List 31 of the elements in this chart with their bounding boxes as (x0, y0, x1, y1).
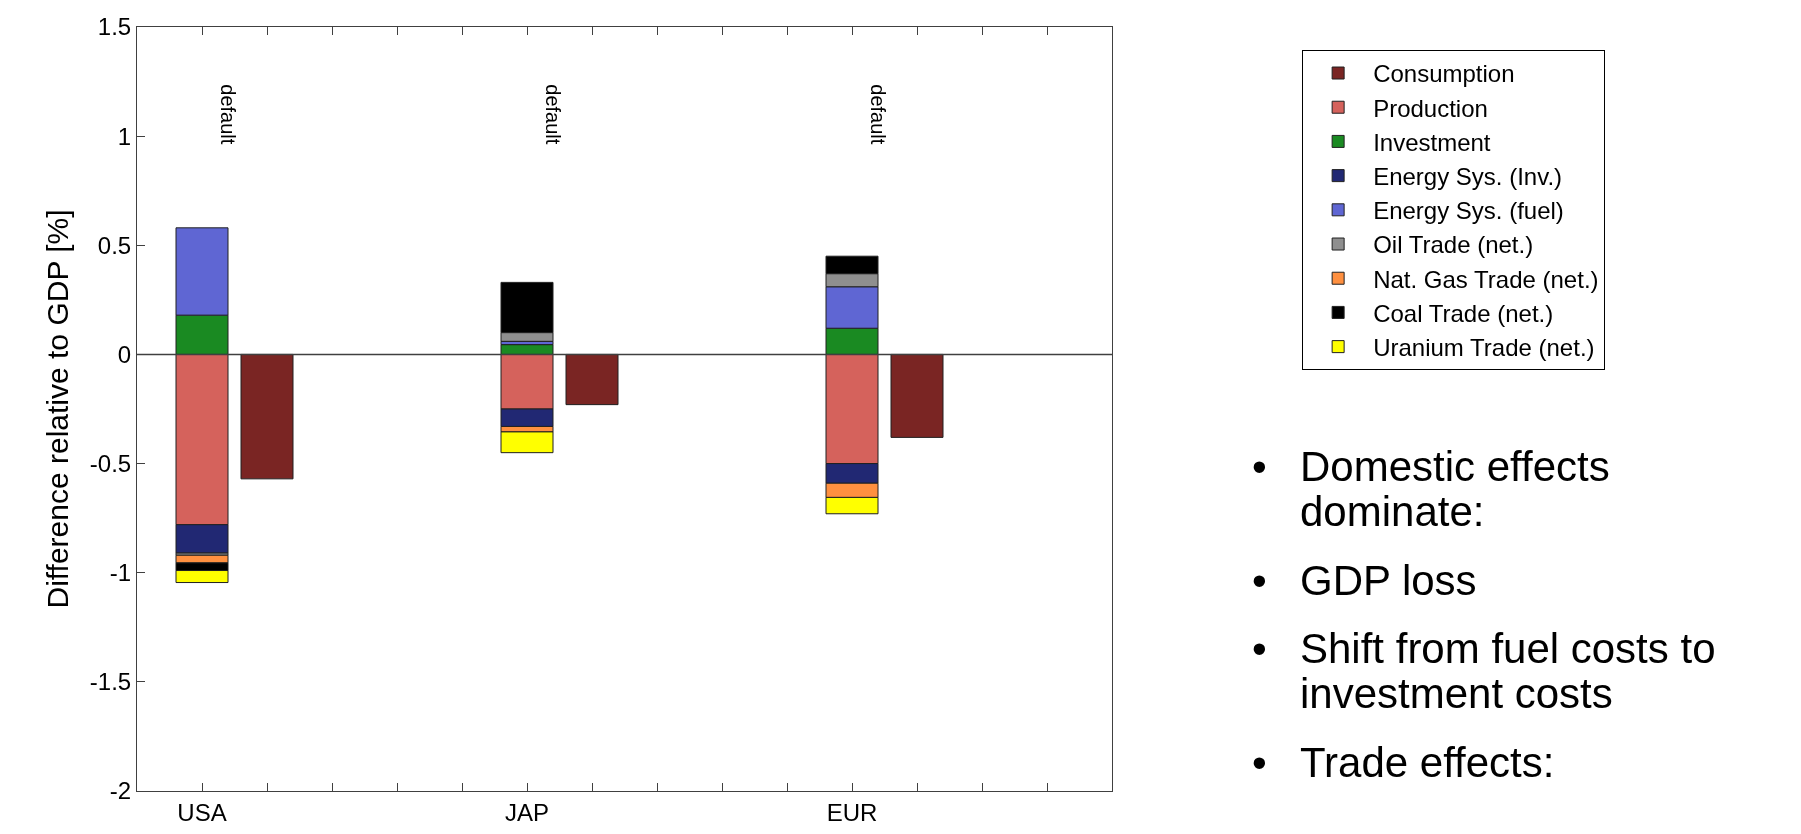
legend-label: Nat. Gas Trade (net.) (1373, 265, 1599, 293)
annotation: default (542, 84, 565, 145)
legend-label: Energy Sys. (fuel) (1373, 197, 1564, 225)
legend-label: Oil Trade (net.) (1373, 231, 1534, 259)
text: • Trade effects: (1252, 738, 1555, 786)
y-tick-label: 0.5 (97, 231, 132, 259)
y-tick-label: 1.5 (97, 13, 132, 41)
x-tick-label: EUR (826, 798, 878, 826)
y-tick-label: -2 (109, 777, 132, 805)
legend-label: Coal Trade (net.) (1373, 299, 1554, 327)
legend-label: Energy Sys. (Inv.) (1373, 162, 1563, 190)
legend-label: Production (1373, 94, 1488, 122)
y-tick-label: 1 (117, 122, 132, 150)
annotation: default (867, 84, 890, 145)
y-tick-label: -1 (109, 559, 132, 587)
text: • GDP loss (1252, 556, 1477, 604)
annotation: default (217, 84, 240, 145)
text: • Domestic effects dominate: (1252, 443, 1610, 536)
legend-label: Uranium Trade (net.) (1373, 333, 1595, 361)
y-axis-title: Difference relative to GDP [%] (40, 209, 74, 609)
bar (565, 353, 619, 406)
x-tick-label: JAP (504, 798, 550, 826)
y-tick-label: -1.5 (89, 668, 132, 696)
x-tick-label: USA (177, 798, 227, 826)
y-tick-label: -0.5 (89, 449, 132, 477)
bar (890, 353, 944, 438)
y-tick-label: 0 (117, 340, 132, 368)
text: • Shift from fuel costs to investment costs (1252, 625, 1716, 718)
legend-label: Consumption (1373, 60, 1515, 88)
bar (240, 353, 294, 480)
legend-label: Investment (1373, 128, 1491, 156)
